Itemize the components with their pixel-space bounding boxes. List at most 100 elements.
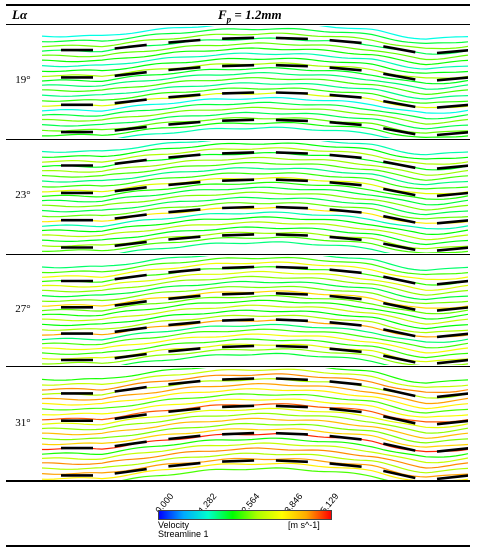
louver-fin — [114, 158, 147, 166]
louver-fin — [168, 347, 201, 353]
streamline — [42, 42, 468, 61]
louver-fin — [222, 178, 255, 182]
louver-fin — [275, 318, 308, 323]
louver-fin — [383, 442, 416, 452]
streamline — [42, 407, 468, 429]
louver-fin — [114, 98, 147, 105]
louver-fin — [436, 446, 468, 453]
streamline — [42, 111, 468, 130]
louver-fin — [222, 118, 255, 122]
louver-fin — [168, 434, 201, 441]
louver-fin — [114, 186, 147, 193]
streamline — [42, 304, 468, 325]
row-label-31: 31° — [15, 417, 31, 429]
louver-fin — [275, 292, 308, 296]
title-variable: F — [218, 7, 227, 22]
louver-fin — [436, 306, 468, 312]
streamline — [42, 382, 468, 405]
streamline — [42, 333, 468, 354]
louver-fin — [168, 320, 201, 327]
velocity-legend: 0.000 1.282 2.564 3.846 5.129 Velocity S… — [153, 483, 358, 545]
top-rule — [6, 4, 470, 6]
streamline — [42, 388, 468, 410]
louver-fin — [383, 72, 416, 81]
louver-fin — [275, 151, 308, 155]
louver-fin — [222, 233, 255, 237]
louver-fin — [436, 48, 468, 55]
louver-fin — [436, 191, 468, 198]
streamline — [42, 256, 468, 272]
louver-fin — [222, 151, 255, 155]
streamline — [42, 256, 468, 276]
streamline — [42, 156, 468, 176]
streamline — [118, 241, 391, 253]
streamline — [42, 32, 468, 50]
louver-fin — [114, 413, 147, 421]
streamline — [42, 403, 468, 423]
streamline — [42, 206, 468, 224]
louver-fin — [275, 404, 308, 409]
louver-fin — [383, 160, 416, 170]
streamline — [42, 181, 468, 200]
streamline — [42, 96, 468, 114]
louver-fin — [383, 127, 416, 136]
louver-fin — [383, 301, 416, 311]
streamline — [42, 442, 468, 464]
legend-streamline: Streamline 1 — [158, 529, 209, 539]
louver-fin — [383, 45, 416, 54]
louver-fin — [329, 208, 362, 214]
louver-fin — [436, 419, 468, 426]
streamline — [42, 417, 468, 439]
column-header-left: Lα — [12, 7, 28, 22]
streamline — [42, 261, 468, 281]
streamline — [42, 270, 468, 291]
streamline — [42, 167, 468, 186]
louver-fin — [168, 38, 201, 44]
louver-fin — [329, 93, 362, 99]
panel-divider — [6, 480, 470, 482]
streamline — [117, 126, 393, 138]
streamline — [42, 82, 468, 100]
louver-fin — [222, 377, 255, 381]
header-rule — [6, 24, 470, 25]
legend-variable: Velocity — [158, 520, 190, 530]
streamline — [42, 323, 468, 343]
louver-fin — [383, 354, 416, 364]
louver-fin — [114, 273, 147, 281]
streamline-panel-31 — [42, 368, 468, 480]
louver-fin — [222, 431, 255, 436]
louver-fin — [329, 153, 362, 160]
streamline-canvas — [42, 26, 468, 138]
louver-fin — [114, 213, 147, 220]
streamline — [42, 452, 468, 474]
louver-fin — [222, 205, 255, 210]
louver-fin — [168, 180, 201, 187]
louver-fin — [329, 462, 362, 468]
louver-fin — [275, 431, 308, 436]
louver-fin — [329, 235, 362, 242]
streamline — [42, 422, 468, 444]
louver-fin — [383, 242, 416, 252]
title-subscript: p — [226, 14, 232, 25]
louver-fin — [329, 407, 362, 414]
louver-fin — [329, 347, 362, 354]
streamline — [42, 285, 468, 305]
streamline — [42, 77, 468, 96]
louver-fin — [114, 385, 147, 393]
streamline — [42, 211, 468, 230]
streamline — [42, 275, 468, 296]
louver-fin — [114, 440, 147, 448]
louver-fin — [222, 459, 255, 463]
louver-fin — [436, 332, 468, 339]
louver-fin — [436, 392, 468, 399]
louver-fin — [383, 415, 416, 425]
louver-fin — [436, 219, 468, 225]
streamline-canvas — [42, 141, 468, 253]
louver-fin — [168, 208, 201, 214]
streamline — [42, 202, 468, 220]
streamline — [42, 328, 468, 349]
title-rest: = 1.2mm — [231, 7, 282, 22]
row-label-27: 27° — [15, 303, 31, 315]
louver-fin — [222, 292, 255, 296]
louver-fin — [114, 125, 147, 132]
